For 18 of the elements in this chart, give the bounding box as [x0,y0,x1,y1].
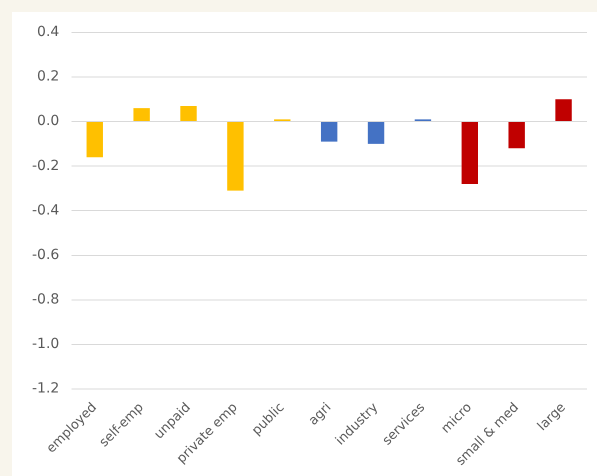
y-tick-label: -0.8 [32,292,60,308]
y-tick-label: 0.2 [37,68,60,85]
bar [320,122,338,142]
bar [133,108,150,122]
y-tick-label: -1.0 [32,336,60,352]
bar [462,122,478,184]
bar [555,99,572,122]
y-tick-label: 0.0 [37,113,60,130]
bar [227,122,244,191]
bar [368,122,384,144]
bar [180,106,197,122]
bar [86,122,103,158]
y-tick-label: -0.6 [32,246,60,263]
y-tick-label: -0.2 [32,158,60,174]
y-tick-label: 0.4 [37,24,60,40]
bar [508,122,525,148]
y-tick-label: -0.4 [32,202,60,218]
y-tick-label: -1.2 [32,380,60,397]
